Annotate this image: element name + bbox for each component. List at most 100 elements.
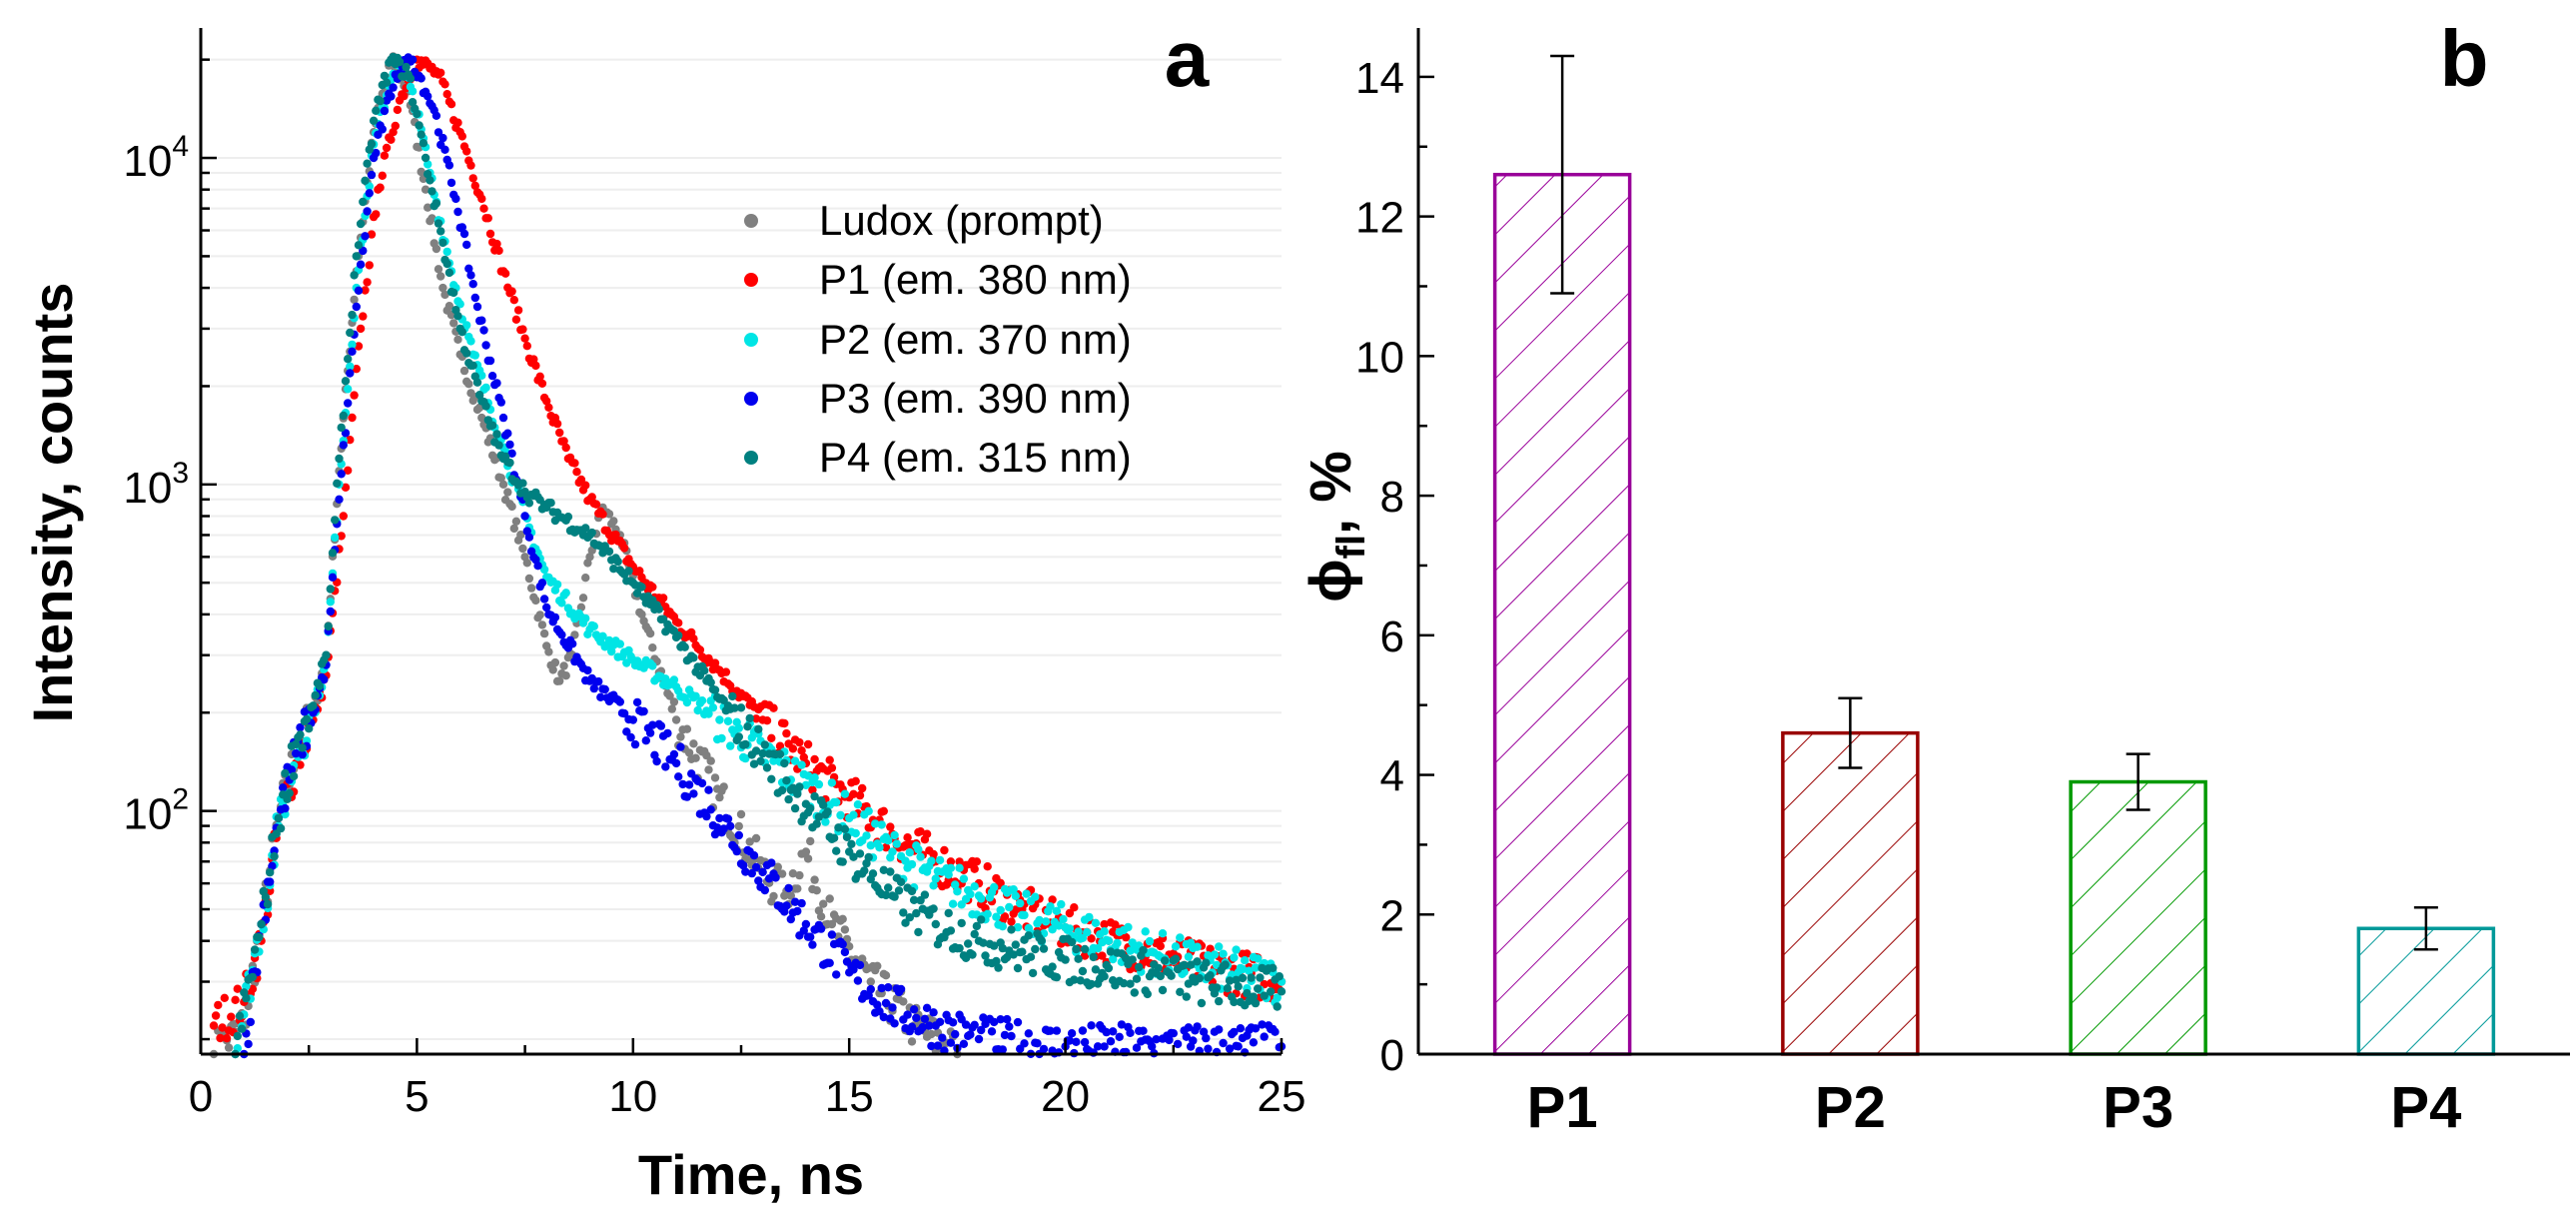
data-point-p4: [337, 423, 346, 433]
data-point-p2: [864, 806, 873, 815]
data-point-p3: [808, 940, 817, 949]
data-point-p1: [827, 763, 837, 772]
data-point-p3: [354, 286, 364, 295]
data-point-p3: [520, 512, 529, 521]
data-point-ludox: [845, 942, 854, 951]
data-point-p3: [615, 697, 624, 706]
data-point-p4: [285, 788, 294, 798]
data-point-p1: [380, 151, 390, 160]
data-point-p3: [935, 1017, 945, 1026]
data-point-p3: [557, 630, 566, 639]
data-point-p4: [356, 219, 366, 229]
data-point-p2: [901, 856, 910, 865]
data-point-p2: [408, 87, 418, 96]
data-point-p4: [255, 932, 264, 942]
panel-a-decay-chart: 102 103 104 0 5 10 15 20 25 Time, ns Int…: [21, 14, 1305, 1206]
data-point-p4: [1106, 947, 1116, 956]
data-point-p1: [810, 754, 819, 764]
data-point-p1: [231, 995, 240, 1004]
data-point-p3: [866, 984, 875, 994]
data-point-p1: [576, 475, 586, 485]
data-point-p3: [966, 1030, 975, 1039]
data-point-p4: [654, 605, 663, 613]
data-point-p4: [632, 589, 642, 598]
data-point-p3: [1199, 1027, 1209, 1036]
data-point-ludox: [440, 290, 449, 300]
data-point-p1: [972, 857, 982, 866]
data-point-p2: [734, 723, 743, 732]
data-point-p2: [836, 810, 845, 820]
data-point-p3: [706, 805, 715, 814]
data-point-p1: [220, 993, 229, 1002]
data-point-p3: [485, 356, 495, 366]
panel-a-ylabel: Intensity, counts: [21, 283, 84, 723]
data-point-ludox: [444, 302, 454, 311]
data-point-p4: [775, 749, 785, 758]
data-point-p2: [1031, 892, 1040, 901]
data-point-ludox: [786, 891, 795, 900]
data-point-p3: [451, 194, 460, 204]
data-point-ludox: [819, 899, 828, 908]
data-point-p1: [507, 287, 516, 296]
data-point-p2: [697, 696, 707, 705]
data-point-p4: [745, 713, 754, 723]
data-point-p2: [790, 756, 800, 765]
data-point-ludox: [350, 295, 359, 305]
data-point-p3: [589, 683, 598, 693]
data-point-ludox: [691, 753, 700, 762]
data-point-p1: [619, 544, 629, 553]
data-point-ludox: [516, 531, 525, 540]
data-point-p3: [296, 722, 305, 732]
data-point-p4: [920, 890, 930, 899]
data-point-p1: [513, 306, 523, 315]
data-point-p1: [387, 135, 396, 144]
data-point-ludox: [555, 676, 564, 685]
data-point-p3: [537, 579, 547, 588]
data-point-p2: [929, 881, 938, 890]
data-point-p4: [274, 813, 284, 823]
data-point-p1: [1011, 905, 1020, 914]
data-point-p2: [708, 703, 718, 712]
data-point-p4: [1167, 971, 1176, 980]
data-point-ludox: [669, 697, 679, 706]
data-point-p1: [1048, 895, 1057, 904]
ytick-label-8: 8: [1380, 473, 1404, 522]
data-point-p2: [849, 810, 858, 819]
data-point-p4: [1061, 955, 1070, 964]
data-point-p1: [782, 728, 791, 738]
data-point-p2: [1057, 899, 1066, 909]
data-point-p1: [1087, 934, 1096, 943]
data-point-p4: [444, 268, 454, 278]
data-point-p3: [793, 906, 802, 916]
data-point-p1: [555, 428, 564, 438]
data-point-p2: [803, 771, 813, 780]
data-point-p1: [916, 827, 925, 836]
data-point-p3: [600, 684, 609, 694]
data-point-ludox: [496, 474, 505, 483]
data-point-p2: [996, 905, 1005, 915]
data-point-p2: [1104, 936, 1114, 945]
data-point-p2: [477, 371, 486, 380]
data-point-p1: [769, 703, 778, 712]
data-point-p1: [339, 512, 348, 521]
data-point-p4: [992, 956, 1001, 966]
data-point-p4: [855, 849, 865, 858]
data-point-p3: [734, 830, 743, 840]
data-point-p2: [1009, 885, 1018, 894]
data-point-p3: [356, 260, 366, 269]
data-point-p4: [302, 714, 312, 724]
data-point-p1: [970, 864, 979, 873]
data-point-ludox: [825, 894, 834, 903]
data-point-p4: [1009, 950, 1018, 959]
data-point-ludox: [806, 836, 815, 846]
data-point-ludox: [559, 661, 568, 670]
data-point-p4: [339, 411, 348, 421]
data-point-p2: [1083, 928, 1092, 937]
data-point-p2: [607, 646, 616, 656]
data-point-p4: [524, 499, 534, 508]
category-label-p4: P4: [2390, 1075, 2461, 1140]
data-point-p1: [382, 143, 392, 153]
data-point-p3: [663, 728, 672, 738]
ytick-label-2: 2: [1380, 891, 1404, 940]
data-point-p4: [380, 71, 390, 81]
